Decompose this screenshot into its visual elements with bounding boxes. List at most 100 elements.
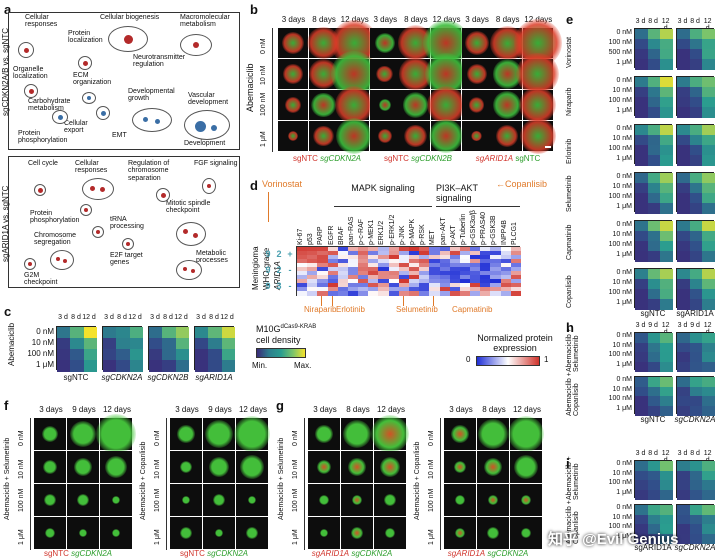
heat-cell: [635, 480, 649, 490]
organoid: [376, 65, 394, 83]
heat-cell: [459, 287, 471, 292]
dose-label: 1 μM: [18, 529, 25, 545]
heat-cell: [398, 279, 410, 284]
heat-cell: [689, 405, 703, 416]
dose-label: 0 nM: [616, 221, 632, 228]
heat-cell: [702, 461, 716, 471]
heat-cell: [221, 327, 236, 339]
time-label: 12 days: [512, 405, 542, 414]
heat-cell: [449, 267, 461, 272]
organoid-image: [236, 451, 268, 483]
panel-c-legend-max: Max.: [294, 361, 312, 370]
heat-cell: [459, 255, 471, 260]
heat-cell: [297, 247, 308, 252]
heat-cell: [702, 514, 716, 525]
heat-cell: [635, 145, 649, 156]
heat-cell: [647, 251, 661, 262]
heat-cell: [702, 59, 716, 70]
heat-cell: [490, 251, 502, 256]
panel-label-h: h: [566, 320, 574, 335]
heat-cell: [337, 255, 349, 260]
heat-cell: [378, 291, 390, 296]
heat-cell: [358, 275, 369, 280]
heat-cell: [297, 291, 308, 296]
heat-cell: [500, 247, 512, 252]
dose-label: 1 μM: [616, 404, 632, 412]
watermark: 知乎 @Evil Genius: [548, 531, 679, 548]
time-label: 3 d: [635, 322, 646, 329]
heat-cell: [660, 505, 674, 515]
heat-cell: [677, 470, 691, 481]
heat-cell: [689, 231, 703, 242]
panel-b-group-3: sgARID1A sgNTC: [475, 154, 541, 163]
time-label: 9 d: [648, 322, 658, 329]
dose-label: 1 μM: [616, 155, 632, 162]
time-label: 12 d: [220, 314, 234, 321]
heat-cell: [677, 489, 691, 500]
time-label: 3 days: [39, 405, 63, 414]
heat-cell: [647, 289, 661, 300]
heat-cell: [490, 255, 502, 260]
time-label: 8 d: [209, 314, 219, 321]
heat-cell: [689, 333, 703, 343]
scale-bar: [545, 146, 551, 148]
dose-label: 0 nM: [36, 327, 54, 336]
heat-cell: [689, 203, 703, 214]
heat-cell: [660, 49, 674, 60]
heat-cell: [702, 251, 716, 262]
heat-cell: [635, 333, 649, 343]
organoid: [520, 494, 532, 506]
heat-cell: [398, 283, 410, 288]
organoid-image: [335, 85, 374, 125]
heat-cell: [307, 247, 318, 252]
heat-cell: [162, 327, 177, 339]
dose-label: 100 nM: [608, 97, 632, 104]
heat-cell: [660, 386, 674, 397]
heat-cell: [647, 97, 661, 108]
heat-cell: [439, 247, 451, 252]
heat-cell: [660, 87, 674, 98]
drug-label: Abemaciclib + Selumetinib: [4, 437, 11, 520]
panel-b-doses: 0 nM 10 nM 100 nM 1 μM: [258, 28, 272, 152]
time-label: 3 d: [677, 322, 688, 329]
heat-cell: [635, 396, 649, 406]
drug-label: Capmatinib: [452, 305, 493, 314]
heat-cell: [647, 107, 661, 118]
organoid-image: [369, 90, 400, 120]
panel-d-heatmap: [296, 246, 522, 296]
panel-c-doses: 0 nM 10 nM 100 nM 1 μM: [18, 327, 54, 372]
heat-cell: [500, 275, 512, 280]
organoid: [426, 85, 466, 125]
heat-cell: [702, 289, 716, 300]
heat-cell: [195, 338, 209, 350]
organoid-image: [278, 59, 308, 89]
heat-cell: [677, 514, 691, 525]
heat-cell: [647, 299, 661, 310]
drug-label: Niraparib: [304, 305, 337, 314]
heat-cell: [347, 263, 359, 268]
organoid-image: [308, 484, 340, 516]
heat-cell: [439, 275, 451, 280]
heat-cell: [635, 183, 649, 194]
heat-cell: [378, 279, 390, 284]
heat-cell: [378, 287, 390, 292]
dose-label: 10 nM: [612, 231, 632, 238]
panel-d-drug-annotations: Niraparib Erlotinib Selumetinib Capmatinib: [296, 296, 520, 318]
heat-cell: [677, 251, 691, 262]
heat-cell: [702, 145, 716, 156]
dose-label: 10 nM: [154, 459, 161, 479]
heat-cell: [490, 283, 502, 288]
heat-cell: [327, 247, 339, 252]
heat-cell: [195, 327, 209, 339]
organoid: [342, 419, 372, 449]
heat-cell: [702, 87, 716, 98]
heat-cell: [103, 338, 117, 350]
heat-cell: [449, 255, 461, 260]
heat-cell: [347, 267, 359, 272]
heat-cell: [510, 267, 522, 272]
heat-cell: [677, 155, 691, 166]
heat-cell: [689, 173, 703, 184]
marker-label: PARP: [317, 226, 325, 245]
heat-cell: [388, 259, 400, 264]
organoid: [316, 459, 332, 475]
